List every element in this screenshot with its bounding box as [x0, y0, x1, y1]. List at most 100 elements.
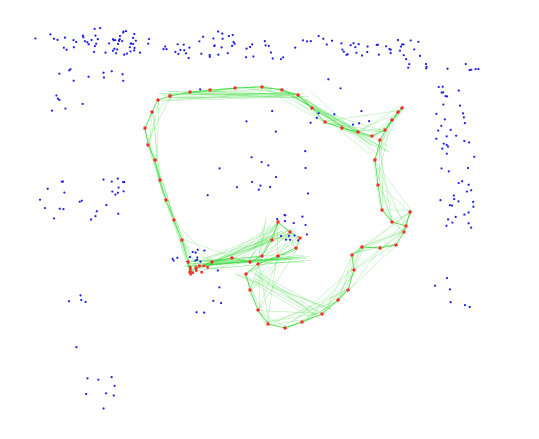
map-point	[306, 40, 309, 43]
map-point	[470, 68, 473, 71]
map-point	[217, 53, 220, 56]
keyframe-pose	[288, 230, 292, 234]
covisibility-edge	[260, 86, 325, 123]
map-point	[226, 52, 229, 55]
map-point	[449, 128, 452, 132]
keyframe-pose	[300, 320, 304, 324]
covisibility-edge	[181, 238, 233, 258]
map-point	[309, 40, 312, 43]
map-point	[402, 43, 405, 46]
map-point	[467, 183, 470, 186]
keyframe-pose	[396, 110, 400, 114]
map-point	[187, 56, 190, 60]
covisibility-edge	[374, 108, 403, 162]
covisibility-edge	[377, 141, 393, 223]
map-point	[451, 221, 454, 224]
covisibility-edge	[300, 97, 370, 155]
map-point	[276, 218, 279, 221]
keyframe-pose	[359, 244, 365, 250]
covisibility-edge	[269, 319, 301, 326]
keyframe-pose	[402, 230, 406, 234]
map-point	[442, 142, 445, 145]
keyframe-pose	[180, 238, 184, 242]
covisibility-edge	[394, 211, 413, 245]
covisibility-edge	[149, 111, 153, 144]
covisibility-edge	[267, 323, 286, 329]
keyframe-pose	[229, 255, 235, 261]
covisibility-edge	[245, 275, 260, 311]
map-point	[458, 104, 462, 107]
keyframe-pose	[188, 265, 192, 269]
covisibility-edge	[243, 277, 311, 318]
map-point	[442, 91, 445, 94]
keyframe-pose	[378, 138, 382, 142]
map-point	[182, 43, 185, 46]
covisibility-edge	[351, 254, 355, 271]
map-point	[396, 38, 400, 42]
map-point	[354, 46, 357, 49]
covisibility-edge	[351, 244, 395, 271]
covisibility-edge	[161, 93, 305, 96]
keyframe-pose	[383, 128, 387, 132]
map-point	[110, 375, 113, 379]
map-point	[50, 109, 54, 112]
keyframe-pose	[339, 125, 345, 131]
covisibility-edge	[372, 158, 381, 209]
keyframe-pose	[276, 220, 280, 224]
map-point	[368, 119, 371, 123]
map-point	[435, 112, 438, 115]
keyframe-pose	[323, 120, 327, 124]
keyframe-pose	[171, 217, 177, 223]
keyframe-pose	[158, 178, 162, 182]
map-point	[116, 177, 119, 180]
covisibility-edge	[351, 246, 363, 256]
covisibility-edge	[377, 184, 383, 211]
covisibility-edge	[255, 275, 317, 316]
map-point	[467, 211, 470, 214]
covisibility-edge	[204, 234, 279, 266]
map-point	[445, 135, 448, 138]
map-point	[212, 37, 215, 40]
map-point	[461, 180, 464, 183]
map-point	[301, 215, 304, 218]
map-point	[437, 85, 440, 89]
covisibility-edge	[232, 255, 264, 260]
covisibility-edge	[381, 209, 393, 223]
keyframe-pose	[259, 84, 265, 90]
covisibility-edge	[186, 258, 307, 262]
map-point	[62, 46, 65, 49]
map-point	[445, 152, 448, 155]
map-point	[86, 377, 89, 380]
covisibility-edge	[256, 249, 297, 265]
covisibility-edge	[352, 246, 379, 254]
map-point	[355, 51, 358, 54]
map-point	[259, 184, 262, 187]
covisibility-edge	[349, 248, 380, 291]
keyframe-pose	[248, 288, 252, 292]
map-point	[124, 29, 128, 33]
map-point	[49, 33, 52, 36]
map-point	[79, 294, 82, 297]
map-point	[94, 215, 97, 218]
map-point	[418, 54, 422, 57]
covisibility-edge	[242, 273, 321, 319]
map-point	[196, 248, 199, 251]
keyframe-pose	[283, 326, 287, 330]
keyframe-pose	[399, 105, 405, 111]
map-point	[231, 33, 234, 37]
map-point	[377, 53, 380, 56]
covisibility-edge	[291, 94, 386, 152]
keyframe-pose	[350, 253, 354, 257]
keyframe-pose	[293, 245, 299, 251]
map-point	[251, 180, 254, 184]
covisibility-edge	[310, 107, 341, 127]
covisibility-edge	[336, 245, 363, 301]
loop-closure-edges	[143, 85, 413, 330]
map-point	[467, 222, 470, 225]
map-point	[78, 200, 81, 203]
map-point	[443, 118, 446, 121]
map-point	[409, 39, 412, 42]
covisibility-edge	[234, 273, 327, 316]
covisibility-edge	[258, 255, 280, 310]
covisibility-edge	[209, 87, 236, 91]
